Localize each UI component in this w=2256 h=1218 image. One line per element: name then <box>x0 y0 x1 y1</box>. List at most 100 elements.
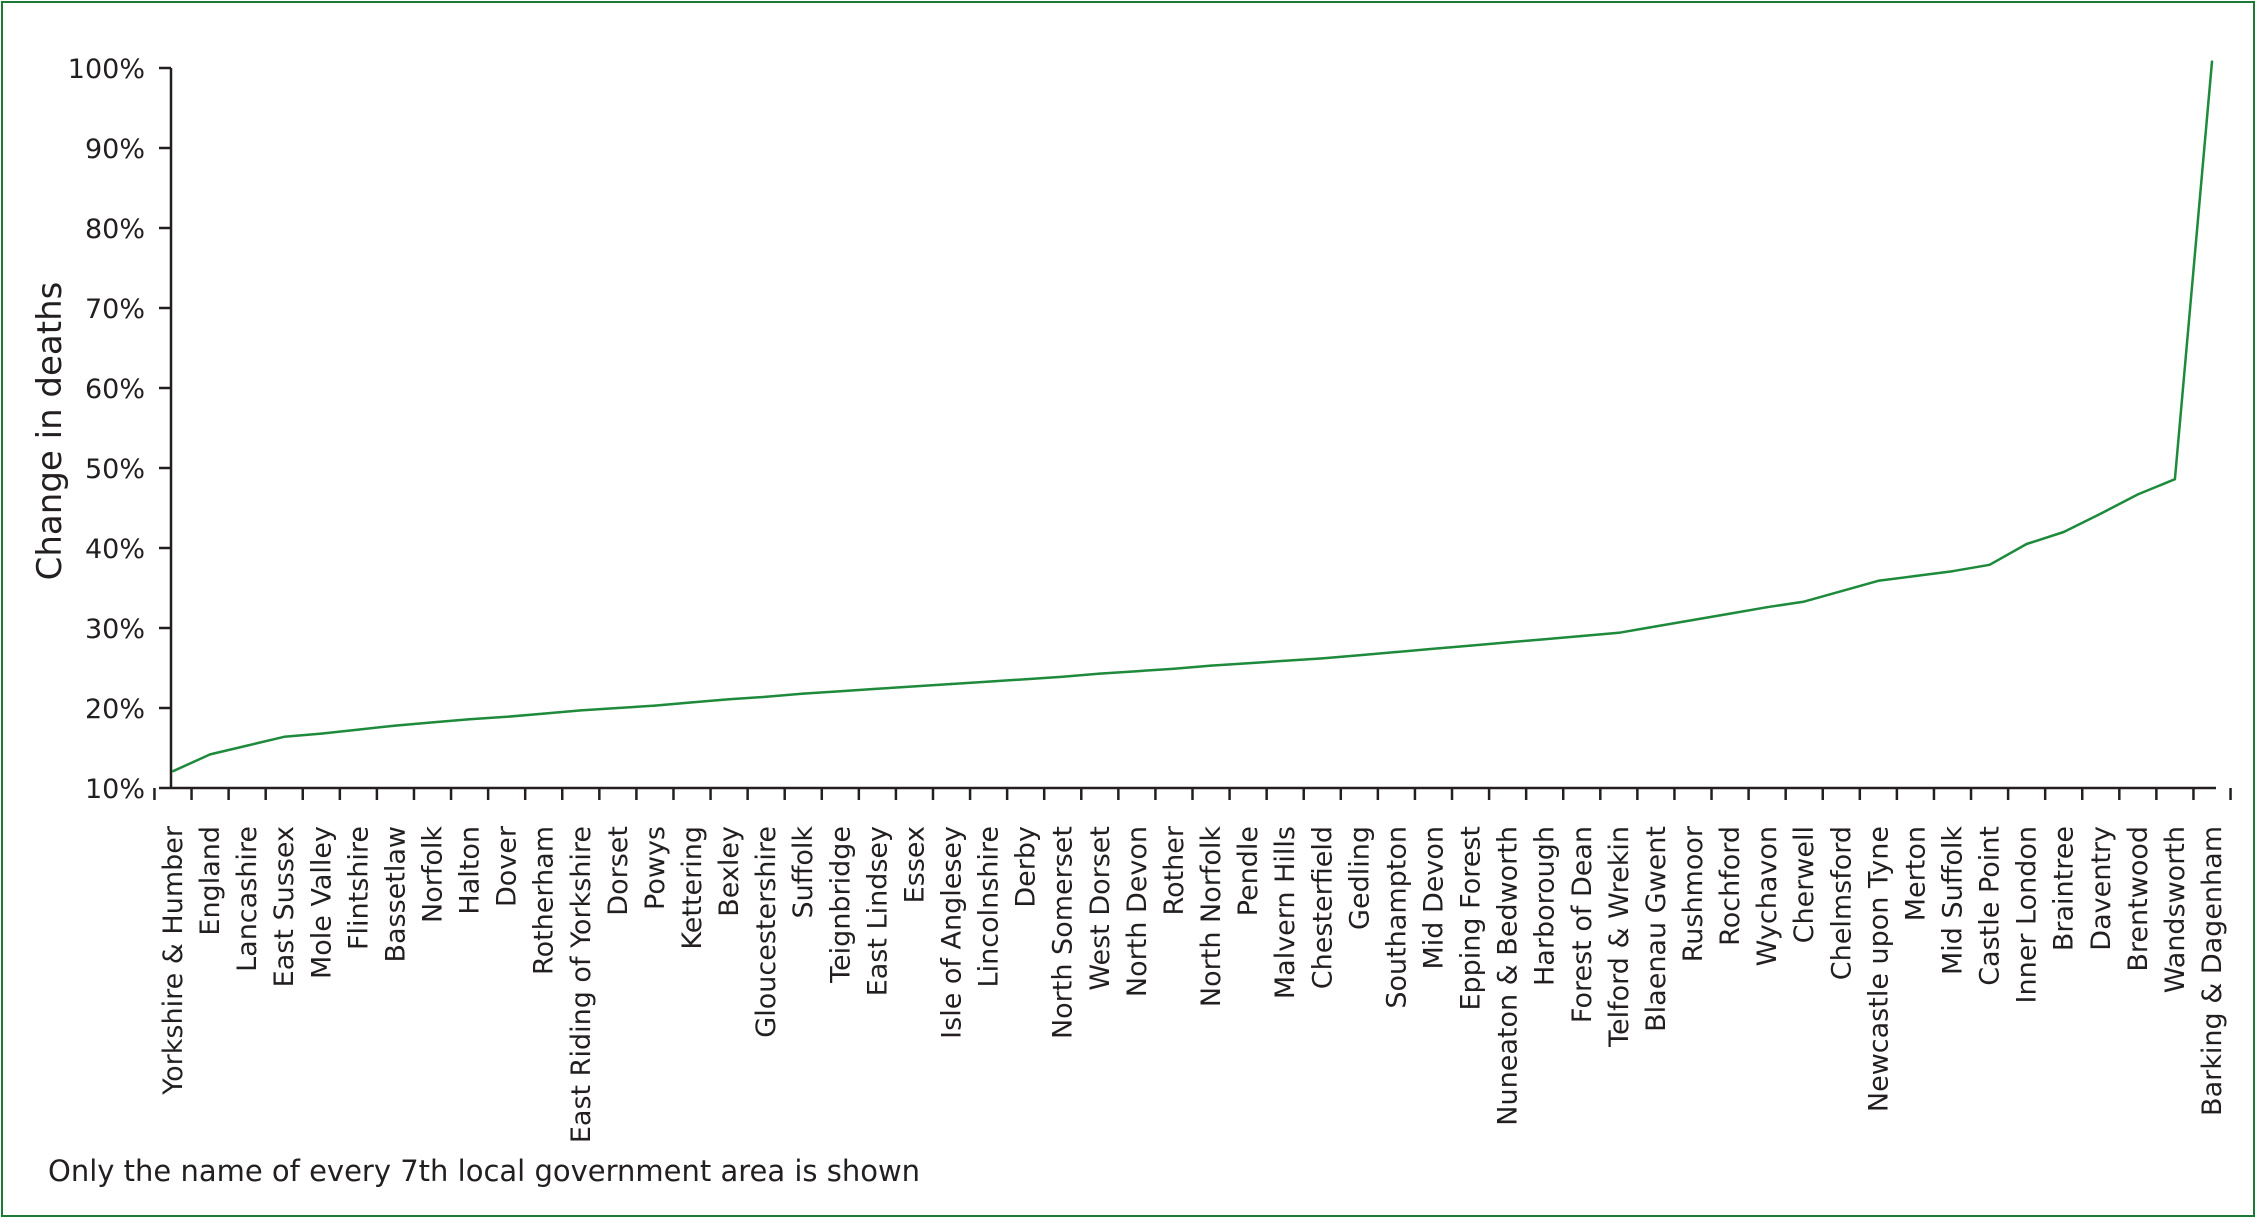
x-tick-label: Braintree <box>2049 826 2080 951</box>
y-axis: 10% 20% 30% 40% 50% 60% 70% 80% 90% 100% <box>68 54 173 805</box>
x-tick-label: East Lindsey <box>862 826 893 996</box>
data-point <box>876 687 879 690</box>
x-tick-label: Dover <box>492 825 523 907</box>
data-point <box>1432 647 1435 650</box>
x-tick-label: Dorset <box>603 826 634 916</box>
x-tick-label: Mole Valley <box>306 826 337 979</box>
x-tick-label: Merton <box>1900 826 1931 921</box>
x-tick-label: Inner London <box>2012 826 2043 1003</box>
x-tick-label: Rother <box>1159 825 1190 915</box>
data-point <box>690 701 694 704</box>
x-tick-label: Rushmoor <box>1678 825 1709 962</box>
x-tick-label: Rochford <box>1715 826 1746 946</box>
data-point <box>913 685 916 688</box>
data-point <box>320 732 323 735</box>
data-point <box>1395 650 1398 654</box>
data-point <box>468 718 471 721</box>
data-point <box>2025 542 2028 546</box>
x-tick-label: Essex <box>899 826 930 903</box>
data-point <box>653 704 657 707</box>
x-tick-label: Halton <box>455 826 486 915</box>
y-tick-label: 50% <box>85 454 145 485</box>
data-point <box>1098 672 1102 675</box>
data-point <box>579 709 582 712</box>
x-tick-label: Gedling <box>1344 826 1375 930</box>
data-point <box>2062 530 2065 534</box>
x-tick-label: Malvern Hills <box>1270 826 1301 999</box>
x-tick-label: North Somerset <box>1048 826 1079 1039</box>
x-tick-label: Daventry <box>2086 826 2117 951</box>
data-point <box>727 698 731 701</box>
data-point <box>1617 631 1621 634</box>
data-point <box>2099 512 2102 515</box>
x-tick-label: Cherwell <box>1789 826 1820 943</box>
y-tick-label: 60% <box>85 374 145 405</box>
data-point <box>2136 493 2140 496</box>
data-point <box>1840 590 1843 593</box>
x-tick-label: Chelmsford <box>1826 826 1857 980</box>
x-tick-label: Derby <box>1011 826 1042 908</box>
data-point <box>208 753 212 756</box>
x-tick-label: Chesterfield <box>1307 826 1338 989</box>
data-point <box>1172 667 1176 670</box>
data-point <box>1135 670 1139 673</box>
data-point <box>802 692 805 695</box>
y-tick-label: 90% <box>85 134 145 165</box>
y-tick-label: 10% <box>85 774 145 805</box>
x-tick-label: Bassetlaw <box>380 826 411 963</box>
y-tick-label: 20% <box>85 694 145 725</box>
data-point <box>1654 625 1658 628</box>
y-tick-label: 80% <box>85 214 145 245</box>
x-tick-label: Mid Devon <box>1418 826 1449 970</box>
data-point <box>1691 618 1695 622</box>
data-point <box>1951 570 1954 573</box>
data-point <box>1469 644 1472 647</box>
x-tick-label: West Dorset <box>1085 826 1116 991</box>
y-axis-title: Change in deaths <box>30 282 70 581</box>
data-point <box>1877 579 1880 582</box>
data-point <box>1246 662 1250 665</box>
data-point <box>1914 574 1917 578</box>
x-tick-label: Flintshire <box>343 826 374 950</box>
series-line <box>172 61 2214 773</box>
x-tick-label: Yorkshire & Humber <box>158 825 189 1096</box>
y-tick-label: 70% <box>85 294 145 325</box>
x-tick-label: Brentwood <box>2123 826 2154 972</box>
x-tick-label: Kettering <box>677 826 708 950</box>
x-tick-label: Bexley <box>714 826 745 917</box>
data-point <box>1358 654 1361 657</box>
y-tick-label: 30% <box>85 614 145 645</box>
y-tick-label: 100% <box>68 54 145 85</box>
x-tick-label: Wychavon <box>1752 826 1783 966</box>
x-axis: Yorkshire & Humber England Lancashire East … <box>153 786 2232 1143</box>
data-point <box>2173 478 2177 481</box>
data-point <box>1506 641 1509 644</box>
data-point <box>505 715 508 718</box>
x-tick-label: Newcastle upon Tyne <box>1863 826 1894 1112</box>
x-tick-label: Blaenau Gwent <box>1641 826 1672 1032</box>
data-point <box>1765 606 1769 609</box>
data-point <box>839 690 842 693</box>
x-tick-label: East Riding of Yorkshire <box>566 826 597 1143</box>
footnote: Only the name of every 7th local governm… <box>48 1154 921 1188</box>
data-point <box>1321 657 1324 660</box>
data-point <box>431 721 434 724</box>
data-point <box>542 712 545 715</box>
data-point <box>1803 600 1806 603</box>
x-tick-label: Powys <box>640 826 671 910</box>
data-point <box>616 706 620 710</box>
data-point <box>1209 664 1213 667</box>
x-tick-label: Gloucestershire <box>751 826 782 1038</box>
x-tick-label: Wandsworth <box>2160 826 2191 993</box>
x-tick-label: Lancashire <box>232 826 263 972</box>
data-point <box>1728 612 1732 615</box>
data-point <box>1580 634 1583 638</box>
x-tick-label: Harborough <box>1530 826 1561 986</box>
x-tick-label: Nuneaton & Bedworth <box>1493 826 1524 1126</box>
x-tick-label: Telford & Wrekin <box>1604 826 1635 1048</box>
data-point <box>171 770 175 773</box>
data-point <box>1061 675 1064 678</box>
data-point <box>357 728 360 731</box>
x-tick-label: North Norfolk <box>1196 826 1227 1007</box>
data-point <box>283 735 286 738</box>
